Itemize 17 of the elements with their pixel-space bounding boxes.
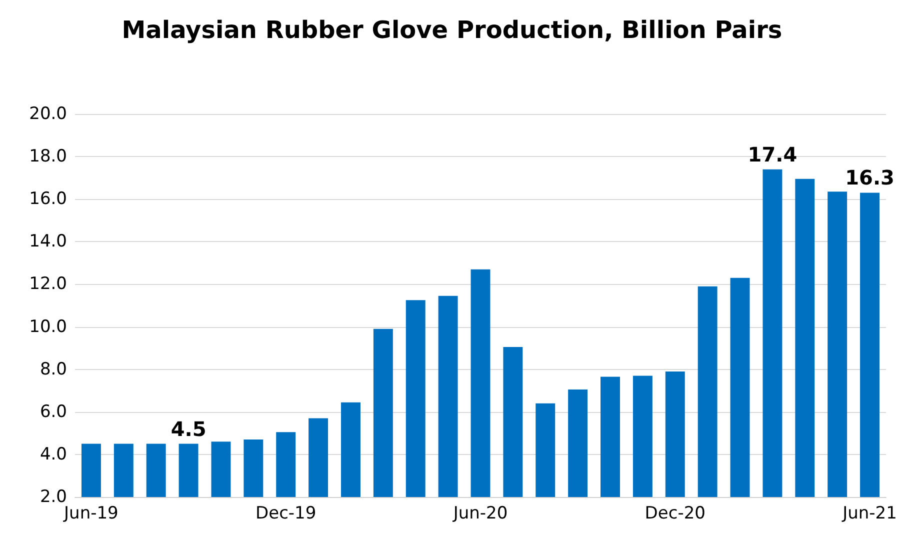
data-label: 4.5 <box>170 416 206 441</box>
x-tick-label: Dec-20 <box>644 504 706 524</box>
y-tick-label: 10.0 <box>29 316 67 337</box>
y-tick-label: 4.0 <box>40 444 67 464</box>
x-tick-label: Jun-21 <box>842 504 897 524</box>
y-tick-label: 14.0 <box>29 232 67 252</box>
y-tick-label: 6.0 <box>40 402 67 422</box>
data-label: 16.3 <box>845 166 894 190</box>
data-label: 17.4 <box>748 142 798 166</box>
x-tick-label: Jun-20 <box>452 504 508 524</box>
y-tick-label: 20.0 <box>29 104 67 124</box>
chart-title: Malaysian Rubber Glove Production, Billion Pairs <box>122 16 782 44</box>
y-tick-label: 18.0 <box>29 146 67 167</box>
y-tick-label: 16.0 <box>29 189 67 210</box>
x-tick-label: Dec-19 <box>256 504 316 524</box>
y-tick-label: 8.0 <box>40 359 67 380</box>
y-tick-label: 12.0 <box>29 274 67 294</box>
